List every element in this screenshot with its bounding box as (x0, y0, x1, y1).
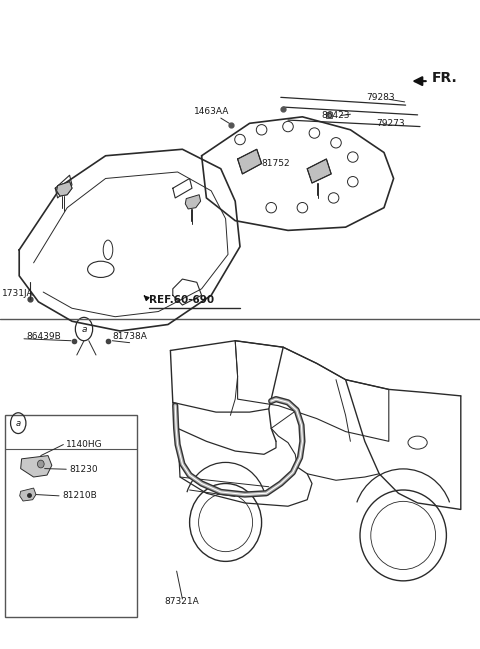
Polygon shape (21, 456, 52, 477)
Text: 86423: 86423 (322, 111, 350, 120)
Text: 81210B: 81210B (62, 491, 97, 500)
Polygon shape (307, 159, 331, 183)
Text: 81752: 81752 (262, 159, 290, 168)
Polygon shape (185, 195, 201, 209)
Text: 86439B: 86439B (26, 332, 61, 341)
Ellipse shape (37, 460, 44, 468)
Polygon shape (238, 149, 262, 174)
Text: 81738A: 81738A (113, 332, 148, 341)
Text: 79283: 79283 (366, 93, 395, 102)
Text: 1731JA: 1731JA (2, 289, 34, 298)
Text: a: a (81, 324, 87, 334)
Text: 1463AA: 1463AA (193, 107, 229, 116)
Text: 87321A: 87321A (164, 597, 199, 606)
Text: 79273: 79273 (376, 119, 405, 128)
Text: 1140HG: 1140HG (66, 440, 103, 449)
Polygon shape (57, 182, 72, 196)
Text: 81230: 81230 (70, 465, 98, 474)
Text: FR.: FR. (432, 71, 458, 85)
Text: a: a (16, 419, 21, 428)
Text: REF.60-690: REF.60-690 (149, 295, 214, 305)
Polygon shape (20, 488, 36, 501)
